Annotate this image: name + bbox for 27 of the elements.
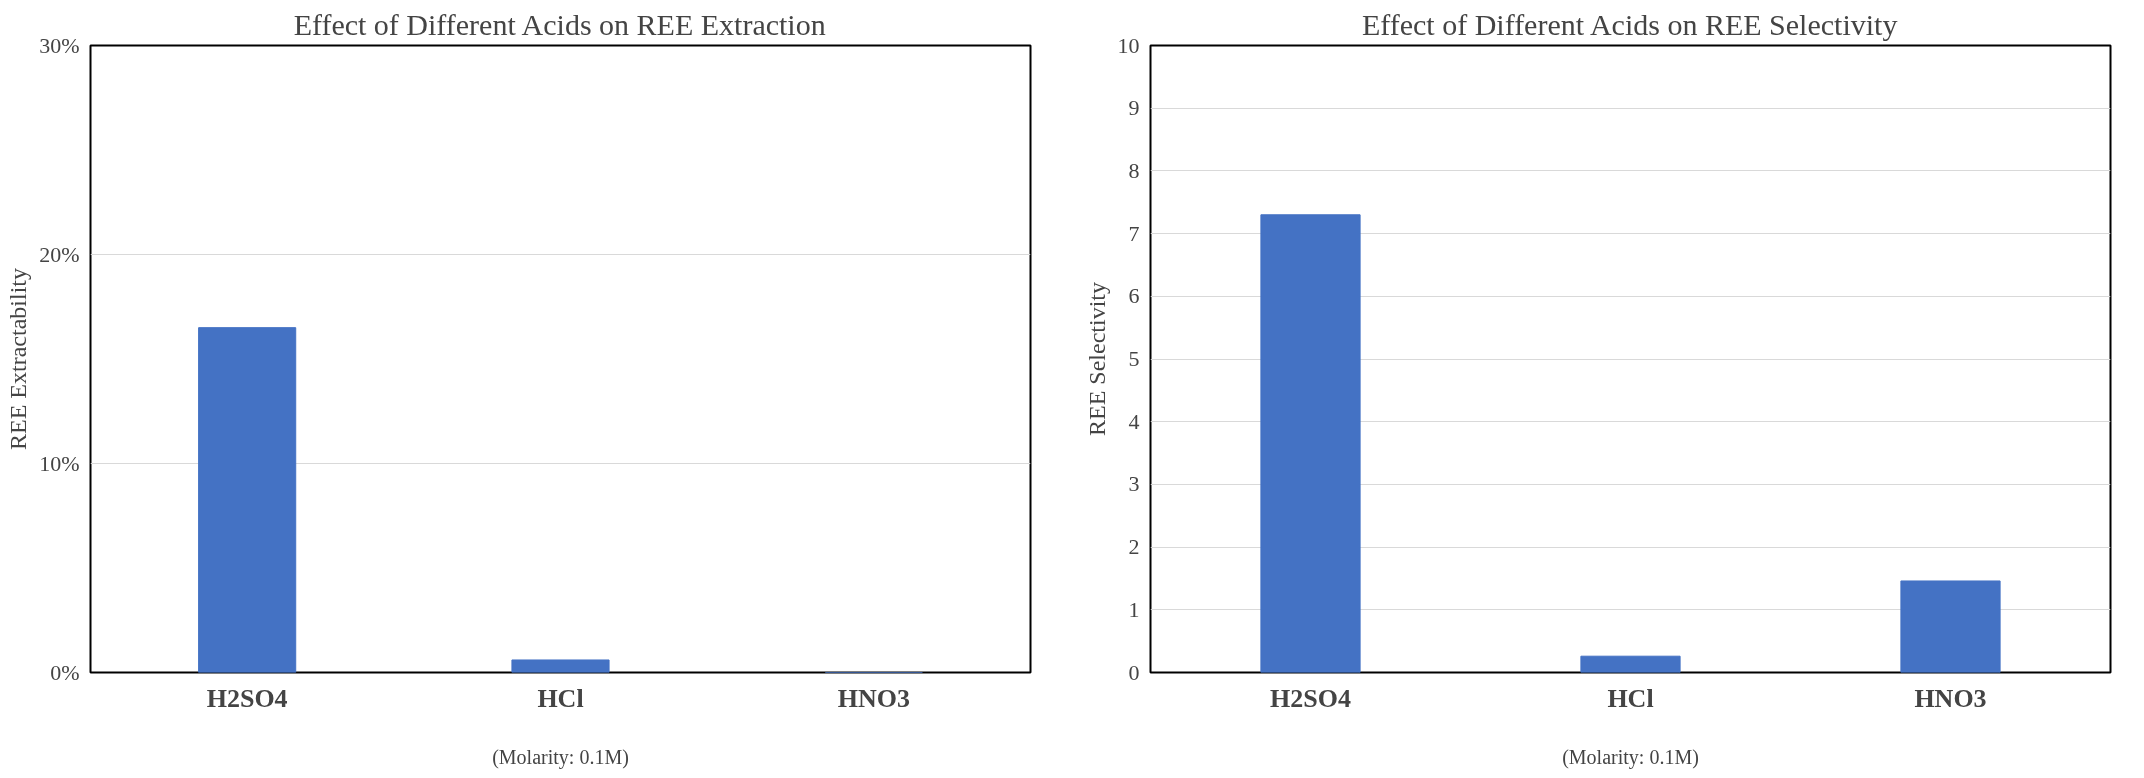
- y-tick-label: 6: [1128, 283, 1140, 309]
- y-tick-label: 0%: [50, 660, 80, 685]
- y-tick-label: 0: [1128, 659, 1140, 685]
- x-axis-title: (Molarity: 0.1M): [492, 745, 629, 769]
- x-tick-label: H2SO4: [1270, 683, 1351, 713]
- x-axis-title: (Molarity: 0.1M): [1562, 745, 1699, 769]
- x-tick-label: HCl: [1607, 683, 1654, 713]
- y-tick-label: 5: [1128, 346, 1140, 371]
- y-tick-label: 20%: [39, 242, 80, 267]
- y-tick-label: 9: [1128, 95, 1140, 121]
- y-tick-label: 1: [1128, 596, 1140, 622]
- y-tick-label: 3: [1128, 471, 1140, 497]
- y-axis-title: REE Selectivity: [1083, 282, 1110, 436]
- chart-title: Effect of Different Acids on REE Extraction: [293, 7, 826, 41]
- x-tick-label: HCl: [537, 683, 584, 713]
- x-tick-label: HNO3: [837, 683, 910, 713]
- x-tick-label: HNO3: [1914, 683, 1987, 713]
- y-tick-label: 10: [1117, 32, 1140, 58]
- y-tick-label: 4: [1128, 408, 1140, 434]
- y-tick-label: 8: [1128, 157, 1140, 183]
- x-tick-label: H2SO4: [206, 683, 288, 713]
- y-tick-label: 7: [1128, 220, 1140, 246]
- chart-title: Effect of Different Acids on REE Selectivity: [1361, 7, 1898, 41]
- y-tick-label: 30%: [39, 33, 80, 58]
- y-tick-label: 2: [1128, 534, 1140, 560]
- y-axis-title: REE Extractability: [5, 268, 32, 450]
- y-tick-label: 10%: [39, 451, 80, 476]
